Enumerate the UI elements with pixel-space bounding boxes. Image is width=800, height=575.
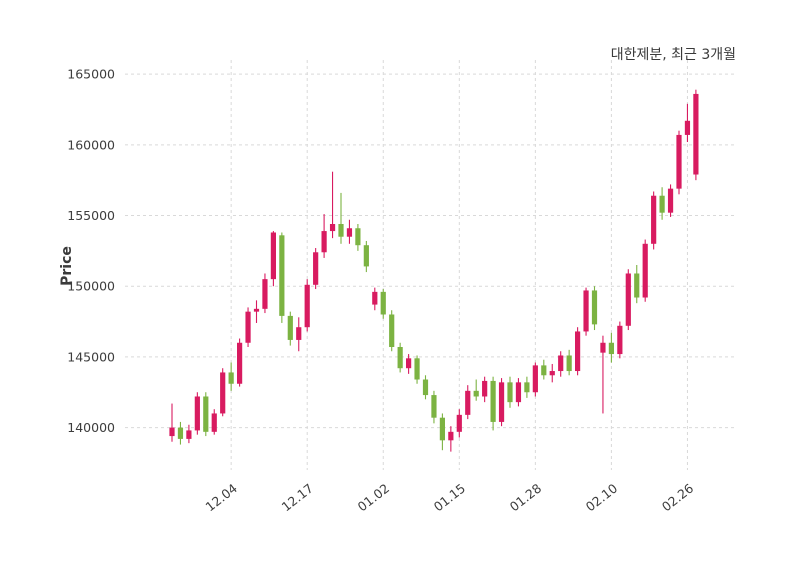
candle-body	[346, 228, 353, 237]
candle-body	[549, 371, 555, 376]
candle-body	[237, 342, 243, 384]
x-axis-tick-labels: 12.04 12.17 01.02 01.15 01.28 02.10 02.26	[203, 481, 697, 515]
candle-body	[211, 413, 217, 432]
candle-body	[591, 290, 598, 325]
candle-body	[253, 308, 260, 312]
y-tick-label: 150000	[67, 279, 115, 294]
y-axis-tick-labels: 140000 145000 150000 155000 160000 165000	[67, 67, 115, 435]
candle-body	[228, 372, 234, 384]
candle-body	[684, 120, 691, 135]
candle-body	[169, 427, 175, 437]
candle-body	[329, 224, 336, 232]
candle-body	[338, 224, 344, 237]
candle-body	[507, 382, 513, 403]
x-tick-label: 02.26	[659, 481, 696, 515]
y-tick-label: 145000	[67, 349, 115, 364]
candle-body	[422, 379, 429, 396]
candle-body	[279, 235, 285, 316]
candle-body	[245, 311, 251, 343]
candle-body	[456, 414, 462, 432]
x-tick-label: 12.04	[203, 481, 240, 515]
candle-body	[575, 331, 581, 372]
candle-body	[389, 314, 395, 347]
candle-body	[608, 342, 614, 355]
candle-body	[583, 290, 589, 332]
candle-body	[414, 358, 420, 380]
candle-body	[439, 417, 445, 441]
candle-body	[194, 396, 200, 431]
y-tick-label: 160000	[67, 137, 115, 152]
candle-body	[296, 327, 302, 340]
candle-body	[448, 431, 454, 441]
candle-body	[515, 382, 522, 403]
candle-body	[380, 291, 386, 315]
candle-body	[397, 347, 403, 369]
y-tick-label: 165000	[67, 67, 115, 82]
candle-body	[313, 252, 319, 285]
candle-body	[676, 134, 682, 189]
candle-body	[659, 195, 665, 213]
candle-body	[177, 427, 184, 439]
x-tick-label: 01.15	[431, 481, 468, 515]
candle-body	[634, 273, 640, 298]
candle-body	[498, 382, 505, 422]
candle-body	[186, 430, 192, 439]
candles	[169, 89, 699, 452]
candle-body	[532, 365, 538, 393]
candle-body	[431, 395, 437, 418]
x-tick-label: 02.10	[583, 481, 620, 515]
candle-body	[406, 358, 412, 369]
candle-body	[220, 372, 226, 414]
x-tick-label: 12.17	[279, 481, 316, 515]
candle-body	[651, 195, 657, 244]
candle-body	[270, 232, 276, 280]
candle-body	[642, 243, 648, 298]
y-tick-label: 140000	[67, 420, 115, 435]
candle-body	[287, 315, 293, 340]
x-tick-label: 01.02	[355, 481, 392, 515]
candle-body	[482, 380, 488, 397]
y-tick-label: 155000	[67, 208, 115, 223]
candle-body	[667, 188, 674, 213]
candle-body	[203, 396, 209, 432]
candle-body	[541, 365, 547, 376]
candle-body	[465, 390, 471, 415]
candle-body	[600, 342, 606, 353]
candle-body	[558, 355, 564, 372]
candle-body	[262, 279, 268, 309]
x-tick-label: 01.28	[507, 481, 544, 515]
candle-body	[473, 390, 479, 397]
candle-body	[625, 273, 631, 326]
candle-body	[490, 380, 496, 422]
candle-body	[566, 355, 572, 372]
chart-title: 대한제분, 최근 3개월	[610, 47, 736, 63]
candle-body	[617, 325, 623, 355]
candle-body	[524, 382, 530, 393]
candle-body	[372, 291, 378, 305]
candle-body	[304, 284, 310, 328]
candle-body	[321, 231, 327, 253]
candle-body	[363, 245, 369, 267]
candle-body	[693, 93, 699, 175]
candle-body	[355, 228, 361, 246]
